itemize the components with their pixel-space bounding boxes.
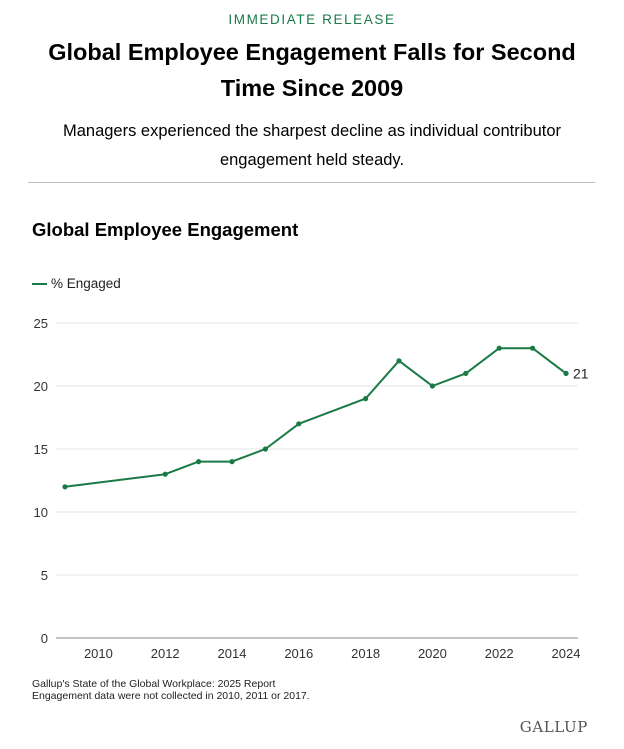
end-value-label: 21 — [573, 365, 589, 381]
gallup-logo: GALLUP — [519, 718, 588, 736]
x-tick-label: 2016 — [284, 646, 313, 661]
y-tick-label: 25 — [34, 316, 48, 331]
data-point — [162, 471, 168, 477]
source-line: Gallup's State of the Global Workplace: … — [32, 678, 276, 690]
y-tick-label: 15 — [34, 442, 48, 457]
chart-title: Global Employee Engagement — [32, 219, 299, 240]
y-tick-label: 10 — [34, 505, 48, 520]
subheadline: Managers experienced the sharpest declin… — [62, 122, 562, 169]
data-point — [296, 421, 302, 427]
data-point — [563, 370, 569, 376]
x-tick-label: 2014 — [218, 646, 247, 661]
legend-swatch — [32, 282, 47, 285]
x-tick-label: 2022 — [485, 646, 514, 661]
data-point — [196, 459, 202, 465]
x-tick-label: 2020 — [418, 646, 447, 661]
x-tick-label: 2012 — [151, 646, 180, 661]
data-gap-note: Engagement data were not collected in 20… — [32, 690, 310, 702]
data-point — [62, 484, 68, 490]
data-point — [463, 370, 469, 376]
data-point — [229, 459, 235, 465]
x-tick-label: 2018 — [351, 646, 380, 661]
kicker: IMMEDIATE RELEASE — [228, 12, 396, 27]
x-tick-label: 2024 — [552, 646, 581, 661]
data-point — [363, 396, 369, 402]
x-tick-label: 2010 — [84, 646, 113, 661]
divider — [28, 182, 595, 183]
data-point — [496, 345, 502, 351]
y-tick-label: 20 — [34, 379, 48, 394]
y-tick-label: 0 — [41, 631, 48, 646]
legend-label: % Engaged — [51, 276, 121, 291]
data-point — [396, 358, 402, 364]
chart-source-note: Gallup's State of the Global Workplace: … — [32, 678, 310, 702]
headline: Global Employee Engagement Falls for Sec… — [48, 39, 576, 101]
chart-legend: % Engaged — [32, 276, 121, 291]
engagement-line-chart: 0 5 10 15 20 25 2010 2012 2014 2016 2018 2020 2022 20… — [34, 316, 589, 661]
data-point — [262, 446, 268, 452]
y-tick-label: 5 — [41, 568, 48, 583]
series-line-engaged — [64, 347, 567, 488]
data-point — [530, 345, 536, 351]
data-point — [429, 383, 435, 389]
